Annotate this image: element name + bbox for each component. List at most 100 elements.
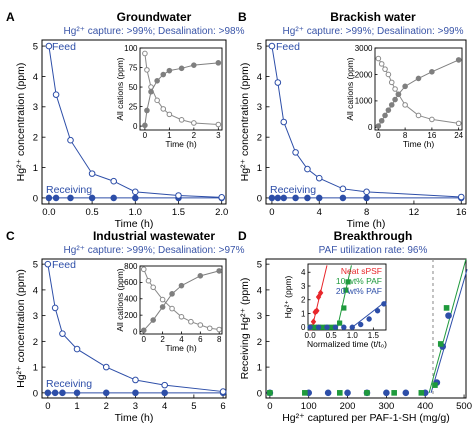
panel-a-inset-y-tick-label: 0 (133, 122, 138, 131)
panel-c-y-tick-label: 3 (33, 311, 38, 322)
panel-d-y-tick-label: 5 (257, 260, 262, 271)
panel-d-subtitle: PAF utilization rate: 96% (319, 245, 428, 256)
panel-c-inset-open-data-point (169, 305, 175, 312)
panel-d-inset-paf10-data-point (337, 320, 343, 326)
panel-d-inset-y-tick-label: 2 (301, 296, 306, 305)
panel-c-inset-x-axis-label: Time (h) (165, 343, 196, 353)
panel-d-paf10-data-point (267, 390, 273, 396)
panel-b-y-tick-label: 0 (257, 193, 262, 204)
panel-a-y-tick-label: 3 (33, 102, 38, 113)
panel-a-y-axis-label: Hg²⁺ concentration (ppm) (15, 63, 27, 182)
panel-a-inset-open-data-point (166, 111, 173, 118)
panel-c-inset-y-tick-label: 0 (133, 327, 138, 336)
panel-b-inset-open-data-point (455, 120, 462, 127)
panel-a-inset-x-tick-label: 2 (192, 131, 197, 140)
panel-b-y-tick-label: 1 (257, 163, 262, 174)
panel-a-feed-data-point (110, 177, 117, 185)
panel-d-x-tick-label: 100 (301, 401, 317, 412)
panel-c-feed-series-line (47, 264, 224, 393)
panel-d-x-tick-label: 0 (267, 401, 272, 412)
panel-d-paf20-data-point (344, 389, 351, 397)
panel-a-inset-y-axis-label: All cations (ppm) (115, 57, 125, 120)
panel-a-receiving-data-point (110, 194, 117, 202)
panel-c-feed-data-point (102, 363, 110, 371)
panel-b-inset-filled-data-point (392, 96, 398, 103)
panel-c-receiving-data-point (132, 389, 139, 397)
panel-d-y-tick-label: 3 (257, 311, 262, 322)
panel-d-fit-line-10wt (428, 258, 467, 393)
panel-b-inset-open-data-point (382, 66, 388, 72)
panel-d-inset-fit-line (351, 300, 387, 328)
panel-a-inset-open-data-point (215, 121, 222, 128)
panel-b-feed-data-point (315, 174, 323, 182)
panel-d-inset-paf10-data-point (341, 305, 347, 311)
panel-c-plot: 0 1 2 3 4 5 6 0 1 2 3 4 5 Time (h) Hg²⁺ concentration … (15, 258, 227, 424)
panel-c-feed-data-point (161, 381, 168, 389)
panel-c-inset-y-tick-label: 200 (124, 311, 138, 320)
panel-a-inset-open-data-point (154, 97, 160, 104)
panel-d-y-tick-label: 2 (257, 337, 262, 348)
panel-a-inset-y-tick-label: 100 (124, 44, 138, 53)
panel-d-inset-paf20-data-point (358, 321, 364, 328)
panel-d-inset-x-axis-label: Normalized time (t/t₀) (307, 339, 387, 349)
panel-b-feed-data-point (363, 188, 370, 196)
panel-d-inset-neat-data-point (314, 307, 320, 315)
panel-b-inset-filled-data-point (395, 91, 402, 98)
panel-c-inset-frame (139, 265, 223, 335)
panel-b-inset-filled-data-point (375, 123, 382, 129)
panel-c-inset-filled-data-point (216, 268, 222, 274)
panel-a-inset-open-data-point (160, 106, 167, 112)
panel-b-inset-open-data-point (392, 86, 398, 92)
panel-b-inset-filled-data-point (385, 107, 392, 113)
panel-c-inset-y-tick-label: 600 (124, 278, 138, 287)
panel-a-y-tick-label: 0 (33, 193, 38, 204)
panel-d-y-axis-label: Receiving Hg²⁺ (ppm) (239, 278, 251, 380)
panel-d-inset-x-tick-label: 0.5 (326, 331, 338, 340)
panel-a-receiving-data-point (88, 194, 96, 202)
panel-c-label: C (6, 229, 15, 243)
panel-c-subtitle: Hg²⁺ capture: >99%; Desalination: >97% (64, 245, 245, 256)
panel-d-y-tick-label: 4 (257, 285, 262, 296)
panel-c-inset-filled-data-point (150, 317, 156, 323)
panel-d-x-tick-label: 300 (378, 401, 394, 412)
panel-a-inset-filled-data-point (178, 65, 185, 72)
panel-c-x-axis-label: Time (h) (115, 412, 154, 424)
panel-d-inset-paf20-data-point (332, 324, 339, 330)
panel-b-y-axis-label: Hg²⁺ concentration (ppm) (239, 63, 251, 182)
panel-a-inset-filled-data-point (148, 88, 154, 95)
panel-c-inset-x-tick-label: 0 (142, 335, 147, 344)
panel-b-inset: 0 8 16 24 0 1000 2000 3000 Time (h) All cations (… (345, 44, 464, 149)
panel-c-inset-filled-data-point (169, 291, 175, 297)
panel-a-inset-x-axis-label: Time (h) (165, 139, 196, 149)
panel-c-inset-open-data-point (178, 313, 185, 320)
panel-b-receiving-data-point (280, 194, 288, 202)
panel-c-x-tick-label: 1 (74, 401, 79, 412)
panel-c-inset-filled-data-point (197, 273, 204, 279)
panel-d-inset-neat-data-point (310, 318, 317, 326)
panel-b-receiving-data-point (304, 194, 311, 202)
panel-a-inset-x-tick-label: 0 (143, 131, 148, 140)
panel-a-inset-open-data-point (144, 67, 150, 73)
panel-c-feed-data-point (73, 345, 81, 353)
panel-d-y-tick-label: 0 (257, 388, 262, 399)
panel-c-x-tick-label: 4 (162, 401, 167, 412)
panel-b-x-axis-label: Time (h) (347, 218, 386, 230)
panel-a-x-tick-label: 0.5 (85, 207, 98, 218)
panel-d-inset-paf10-data-point (343, 287, 349, 293)
panel-d-inset-paf20-data-point (381, 301, 387, 307)
panel-b-feed-annotation: Feed (276, 41, 300, 53)
panel-a-inset-filled-data-point (160, 71, 167, 78)
panel-b-x-tick-label: 12 (409, 207, 420, 218)
panel-c-inset-y-tick-label: 400 (124, 295, 138, 304)
panel-a-inset-open-data-point (178, 117, 185, 123)
panel-b-inset-filled-data-point (382, 112, 388, 119)
panel-d-inset: 0.0 0.5 1.0 1.5 0 1 2 3 4 Normalized time (t/t₀) H… (283, 263, 387, 349)
panel-d-inset-neat-data-point (317, 289, 324, 297)
panel-b-inset-x-tick-label: 24 (454, 131, 463, 140)
panel-d-paf10-data-point (391, 390, 397, 396)
panel-a-y-tick-label: 2 (33, 133, 38, 144)
panel-d-inset-x-tick-label: 0.0 (305, 331, 317, 340)
panel-a-inset-filled-data-point (215, 60, 222, 66)
panel-c-inset-open-data-point (197, 322, 204, 328)
